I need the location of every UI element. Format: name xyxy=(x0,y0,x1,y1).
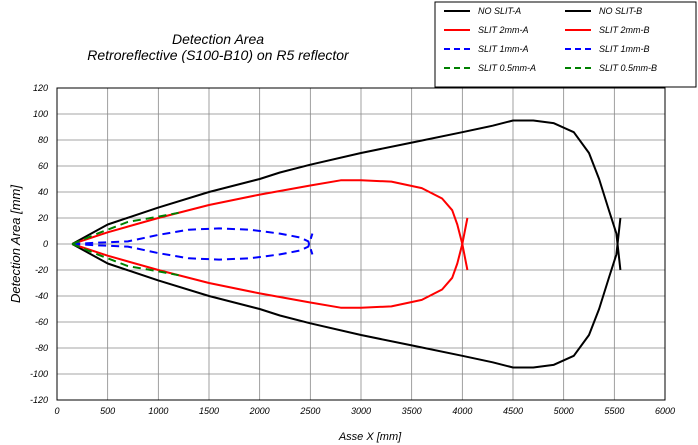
series-lines xyxy=(71,119,622,369)
x-tick-label: 3500 xyxy=(402,406,422,416)
x-tick-label: 6000 xyxy=(655,406,675,416)
y-axis-label: Detection Area [mm] xyxy=(8,185,23,303)
x-tick-label: 1500 xyxy=(199,406,219,416)
y-tick-label: 60 xyxy=(38,161,48,171)
legend-box xyxy=(434,1,697,88)
legend-label-slit-0-5mm-b: SLIT 0.5mm-B xyxy=(599,63,657,73)
legend: NO SLIT-A NO SLIT-B SLIT 2mm-A SLIT 2mm-B SL… xyxy=(444,6,657,73)
legend-label-slit-2mm-b: SLIT 2mm-B xyxy=(599,25,650,35)
y-tick-label: -80 xyxy=(35,343,48,353)
y-tick-label: -100 xyxy=(30,369,48,379)
x-tick-label: 4000 xyxy=(452,406,472,416)
x-tick-label: 2000 xyxy=(249,406,270,416)
x-tick-label: 3000 xyxy=(351,406,371,416)
legend-label-slit-1mm-b: SLIT 1mm-B xyxy=(599,44,650,54)
y-tick-label: -60 xyxy=(35,317,48,327)
x-tick-label: 500 xyxy=(100,406,115,416)
y-tick-labels: 120 100 80 60 40 20 0 -20 -40 -60 -80 -100 -120 xyxy=(30,83,48,405)
x-axis-label: Asse X [mm] xyxy=(338,431,402,443)
series-line-no-slit-b xyxy=(71,119,622,271)
y-tick-label: 100 xyxy=(33,109,48,119)
legend-label-no-slit-a: NO SLIT-A xyxy=(478,6,521,16)
chart-title: Detection Area xyxy=(172,31,264,47)
chart-subtitle: Retroreflective (S100-B10) on R5 reflect… xyxy=(87,47,350,63)
y-tick-label: 80 xyxy=(38,135,48,145)
y-tick-label: 20 xyxy=(37,213,48,223)
legend-label-slit-1mm-a: SLIT 1mm-A xyxy=(478,44,529,54)
y-tick-label: -120 xyxy=(30,395,48,405)
plot-area-border xyxy=(56,87,666,401)
x-tick-label: 0 xyxy=(54,406,59,416)
series-line-slit-0-5mm-a xyxy=(71,243,179,277)
y-tick-label: 120 xyxy=(33,83,48,93)
legend-label-slit-0-5mm-a: SLIT 0.5mm-A xyxy=(478,63,536,73)
series-line-slit-1mm-b xyxy=(72,227,314,255)
series-line-no-slit-a xyxy=(71,217,622,369)
x-tick-label: 5000 xyxy=(554,406,574,416)
x-tick-label: 1000 xyxy=(148,406,168,416)
y-tick-label: 40 xyxy=(38,187,48,197)
x-tick-label: 2500 xyxy=(299,406,320,416)
x-tick-label: 5500 xyxy=(604,406,624,416)
legend-label-slit-2mm-a: SLIT 2mm-A xyxy=(478,25,529,35)
series-line-slit-1mm-a xyxy=(72,233,314,261)
x-tick-labels: 0 500 1000 1500 2000 2500 3000 3500 4000 4500 5000… xyxy=(54,406,675,416)
legend-label-no-slit-b: NO SLIT-B xyxy=(599,6,642,16)
x-tick-label: 4500 xyxy=(503,406,523,416)
y-tick-label: -40 xyxy=(35,291,48,301)
y-tick-label: 0 xyxy=(43,239,48,249)
y-tick-label: -20 xyxy=(35,265,48,275)
series-line-slit-0-5mm-b xyxy=(71,211,179,245)
